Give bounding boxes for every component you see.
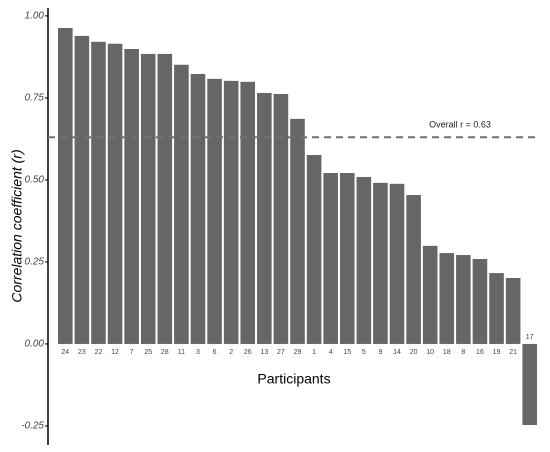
x-tick-label: 14	[393, 349, 401, 356]
bar	[273, 93, 289, 344]
bar	[472, 258, 488, 344]
bar	[257, 92, 272, 344]
x-tick-label: 12	[111, 349, 119, 356]
x-axis-title: Participants	[257, 371, 330, 387]
bar	[124, 49, 139, 344]
bar	[174, 64, 189, 344]
y-axis-title: Correlation coefficient (r)	[9, 149, 25, 302]
bar	[57, 28, 73, 344]
bar	[373, 182, 388, 344]
bar	[439, 253, 455, 344]
x-tick-label: 23	[78, 349, 86, 356]
x-tick-label: 9	[378, 349, 382, 356]
bar	[389, 183, 405, 344]
x-tick-label: 17	[526, 334, 534, 341]
bar	[223, 80, 239, 344]
bar	[306, 154, 322, 344]
x-tick-label: 24	[61, 349, 69, 356]
bar	[190, 73, 206, 344]
x-tick-label: 26	[244, 349, 252, 356]
bar	[140, 53, 156, 344]
x-tick-label: 6	[213, 349, 217, 356]
x-tick-label: 19	[493, 349, 501, 356]
bar	[157, 53, 173, 344]
bar	[422, 245, 438, 344]
bar	[505, 278, 521, 344]
x-tick-label: 25	[144, 349, 152, 356]
y-tick-label: 0.75	[25, 93, 45, 104]
y-tick-label: 0.25	[25, 257, 45, 268]
x-tick-label: 11	[178, 349, 185, 356]
x-tick-label: 15	[343, 349, 351, 356]
bar	[207, 78, 222, 344]
x-tick-label: 2	[229, 349, 233, 356]
x-tick-label: 3	[196, 349, 200, 356]
x-tick-label: 1	[312, 349, 316, 356]
x-tick-label: 5	[362, 349, 366, 356]
x-tick-label: 16	[476, 349, 484, 356]
x-tick-label: 29	[294, 349, 302, 356]
y-tick-label: 0.50	[25, 175, 45, 186]
x-tick-label: 27	[277, 349, 285, 356]
bar	[456, 255, 471, 344]
y-tick-label: 0.00	[25, 339, 45, 350]
bar	[522, 343, 538, 425]
x-tick-label: 13	[260, 349, 268, 356]
bar	[240, 81, 256, 344]
bar	[323, 173, 338, 344]
bar	[91, 41, 106, 344]
x-tick-label: 8	[461, 349, 465, 356]
x-tick-label: 21	[509, 349, 517, 356]
y-tick-label: -0.25	[21, 421, 44, 432]
y-tick-label: 1.00	[25, 11, 45, 22]
x-tick-label: 28	[161, 349, 169, 356]
x-tick-label: 4	[329, 349, 333, 356]
bar	[489, 273, 504, 344]
bar	[74, 35, 90, 344]
x-tick-label: 18	[443, 349, 451, 356]
x-tick-label: 22	[95, 349, 103, 356]
reference-label: Overall r = 0.63	[429, 120, 491, 130]
x-tick-label: 20	[410, 349, 418, 356]
bar	[290, 118, 305, 344]
bar	[356, 176, 372, 344]
x-tick-label: 7	[130, 349, 134, 356]
x-tick-label: 10	[426, 349, 434, 356]
bar	[339, 173, 355, 344]
bar	[107, 43, 123, 344]
bar	[406, 195, 421, 344]
